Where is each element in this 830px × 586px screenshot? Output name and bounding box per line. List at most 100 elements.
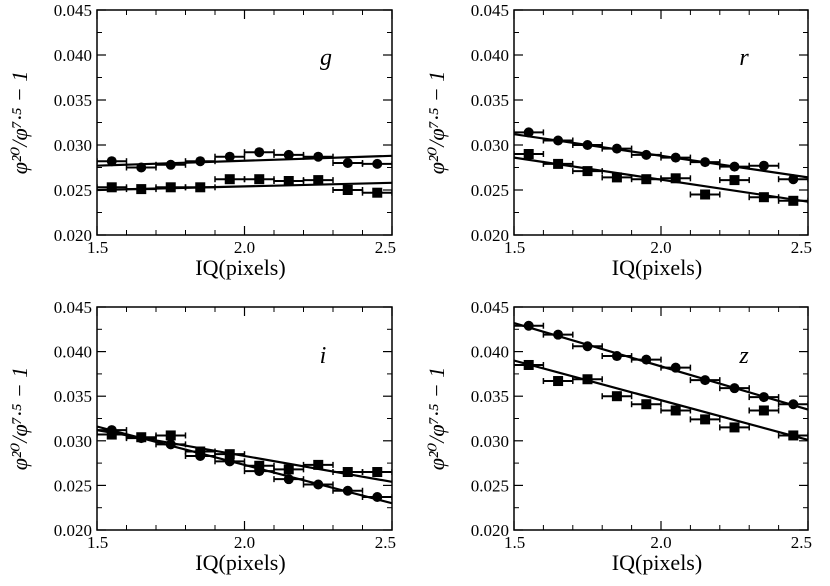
data-point-circle — [788, 399, 799, 410]
series-circles — [97, 147, 392, 173]
data-point-square — [582, 374, 593, 385]
data-point-square — [729, 175, 740, 186]
data-point-square — [342, 185, 353, 195]
data-point-square — [136, 184, 147, 195]
data-point-square — [342, 467, 353, 478]
data-point-circle — [700, 157, 711, 168]
data-point-circle — [283, 149, 294, 160]
data-point-square — [523, 359, 534, 370]
y-tick-label: 0.025 — [471, 181, 509, 200]
data-point-circle — [254, 147, 265, 158]
data-point-circle — [523, 320, 534, 331]
x-tick-label: 2.0 — [234, 238, 255, 257]
data-point-square — [641, 399, 652, 410]
y-tick-label: 0.025 — [54, 181, 92, 200]
data-point-square — [553, 158, 564, 169]
fit-line-circles — [97, 154, 392, 167]
data-point-circle — [553, 329, 564, 340]
x-tick-label: 2.0 — [650, 533, 671, 552]
data-point-circle — [342, 485, 353, 496]
y-tick-label: 0.030 — [471, 136, 509, 155]
x-tick-label: 2.5 — [791, 533, 812, 552]
x-tick-label: 2.0 — [234, 533, 255, 552]
panel-g: 0.020 0.025 0.030 0.035 0.040 0.045 1.5 2.0 2.5 I… — [7, 1, 396, 280]
data-point-circle — [611, 351, 622, 362]
data-point-square — [283, 464, 294, 475]
data-point-circle — [313, 479, 324, 490]
y-tick-label: 0.045 — [54, 1, 92, 20]
data-point-square — [195, 446, 206, 457]
series-circles — [514, 320, 808, 411]
data-point-circle — [136, 162, 147, 173]
y-tick-label: 0.025 — [54, 476, 92, 495]
data-point-circle — [700, 375, 711, 386]
data-point-circle — [372, 158, 383, 169]
x-tick-label: 1.5 — [87, 533, 108, 552]
y-axis-label: φ²⁰/φ⁷·⁵ − 1 — [424, 367, 449, 471]
band-label: i — [320, 343, 327, 369]
y-tick-label: 0.040 — [54, 343, 92, 362]
data-point-circle — [313, 151, 324, 162]
data-point-circle — [342, 158, 353, 168]
data-point-circle — [582, 341, 593, 352]
data-point-square — [670, 173, 681, 184]
data-point-square — [758, 192, 769, 203]
data-point-square — [224, 449, 235, 460]
data-point-square — [700, 189, 711, 200]
y-tick-label: 0.025 — [471, 476, 509, 495]
y-tick-label: 0.035 — [471, 387, 509, 406]
series-squares — [97, 174, 392, 198]
x-tick-label: 1.5 — [87, 238, 108, 257]
data-point-square — [372, 467, 383, 478]
data-point-square — [313, 175, 324, 186]
data-point-square — [313, 459, 324, 470]
x-tick-label: 2.0 — [650, 238, 671, 257]
data-point-square — [553, 376, 564, 387]
x-tick-label: 1.5 — [504, 238, 525, 257]
x-axis-label: IQ(pixels) — [195, 550, 285, 575]
series-circles — [514, 127, 808, 185]
y-axis-label: φ²⁰/φ⁷·⁵ − 1 — [424, 71, 449, 175]
plot-frame — [96, 306, 393, 531]
data-point-circle — [729, 383, 740, 394]
data-point-square — [195, 182, 206, 193]
data-point-circle — [670, 362, 681, 373]
series-squares — [514, 359, 808, 441]
y-tick-label: 0.020 — [471, 226, 509, 245]
data-point-circle — [758, 160, 769, 171]
y-tick-label: 0.020 — [471, 521, 509, 540]
data-point-circle — [641, 149, 652, 160]
y-tick-label: 0.035 — [54, 91, 92, 110]
data-point-circle — [224, 151, 235, 162]
y-tick-label: 0.045 — [471, 1, 509, 20]
data-point-square — [224, 174, 235, 185]
data-point-circle — [641, 354, 652, 365]
y-tick-label: 0.020 — [54, 226, 92, 245]
data-point-square — [582, 166, 593, 177]
y-tick-label: 0.030 — [471, 432, 509, 451]
data-point-square — [136, 432, 147, 443]
data-point-circle — [582, 140, 593, 150]
series-squares — [97, 429, 392, 483]
y-tick-label: 0.045 — [54, 298, 92, 317]
data-point-square — [372, 187, 383, 198]
panel-i: 0.020 0.025 0.030 0.035 0.040 0.045 1.5 2.0 2.5 I… — [7, 298, 396, 575]
data-point-circle — [523, 127, 534, 138]
y-tick-label: 0.035 — [54, 387, 92, 406]
band-label: z — [738, 343, 749, 369]
x-tick-label: 2.5 — [375, 238, 396, 257]
data-point-square — [165, 430, 176, 441]
y-tick-label: 0.030 — [54, 136, 92, 155]
data-point-circle — [283, 474, 294, 485]
data-point-square — [788, 195, 799, 206]
data-point-circle — [758, 392, 769, 403]
x-tick-label: 2.5 — [375, 533, 396, 552]
data-point-square — [165, 182, 176, 193]
data-point-circle — [165, 159, 176, 170]
data-point-square — [254, 460, 265, 471]
x-axis-label: IQ(pixels) — [195, 255, 285, 280]
fit-line-squares — [514, 359, 808, 441]
y-tick-label: 0.035 — [471, 91, 509, 110]
data-point-circle — [729, 161, 740, 172]
